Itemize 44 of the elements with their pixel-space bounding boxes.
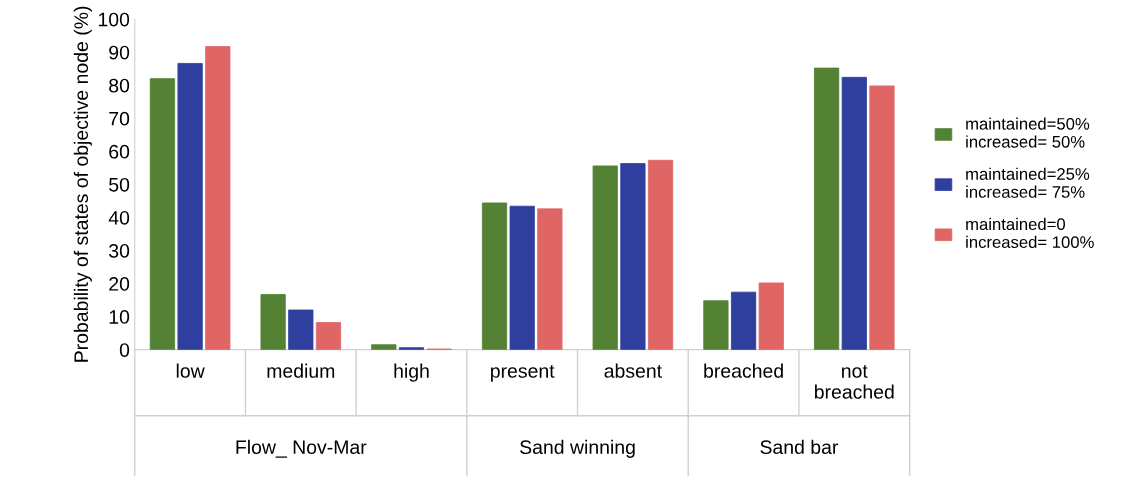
x-tick-label: medium: [267, 363, 335, 378]
bar: [869, 85, 895, 350]
x-tick-label: absent: [604, 363, 662, 378]
x-tick-label: low: [176, 363, 205, 378]
bar: [371, 344, 397, 350]
bar: [537, 208, 563, 350]
bar: [288, 309, 314, 350]
text: Flow_ Nov-Mar: [236, 439, 367, 458]
bar: [260, 294, 286, 350]
bar: [703, 300, 729, 350]
x-tick-label: breached: [704, 363, 783, 378]
bar: [592, 165, 618, 350]
text: Sand winning: [520, 439, 635, 458]
legend-label: maintained=0 increased= 100%: [966, 217, 1094, 249]
bar: [177, 63, 203, 350]
bar: [814, 67, 840, 350]
y-tick-label: 40: [108, 210, 130, 225]
bar: [841, 76, 867, 350]
legend-label: maintained=25% increased= 75%: [966, 167, 1090, 198]
bar: [758, 282, 784, 350]
y-tick-label: 10: [109, 310, 130, 324]
x-tick-label: present: [491, 365, 555, 382]
bar: [647, 159, 674, 350]
bar: [730, 291, 757, 350]
y-tick-label: 60: [109, 144, 130, 159]
text: Sand bar: [760, 439, 839, 455]
x-tick-label: high: [394, 363, 429, 382]
bar: [620, 163, 646, 350]
y-tick-label: 80: [109, 78, 130, 93]
x-tick-label: not breached: [815, 365, 894, 399]
y-tick-label: 100: [98, 12, 130, 27]
bar: [509, 205, 535, 350]
y-tick-label: 20: [109, 277, 130, 291]
y-tick-label: 70: [109, 111, 130, 126]
y-tick-label: 50: [109, 177, 130, 192]
legend-label: maintained=50% increased= 50%: [966, 117, 1090, 148]
y-tick-label: 90: [109, 45, 130, 60]
bar: [205, 46, 231, 350]
bar: [481, 202, 508, 350]
bar: [149, 78, 176, 350]
y-tick-label: 0: [119, 343, 130, 357]
bar: [315, 322, 342, 350]
y-tick-label: 30: [109, 243, 130, 258]
y-axis-title: Probability of states of objective node (%): [73, 6, 92, 362]
